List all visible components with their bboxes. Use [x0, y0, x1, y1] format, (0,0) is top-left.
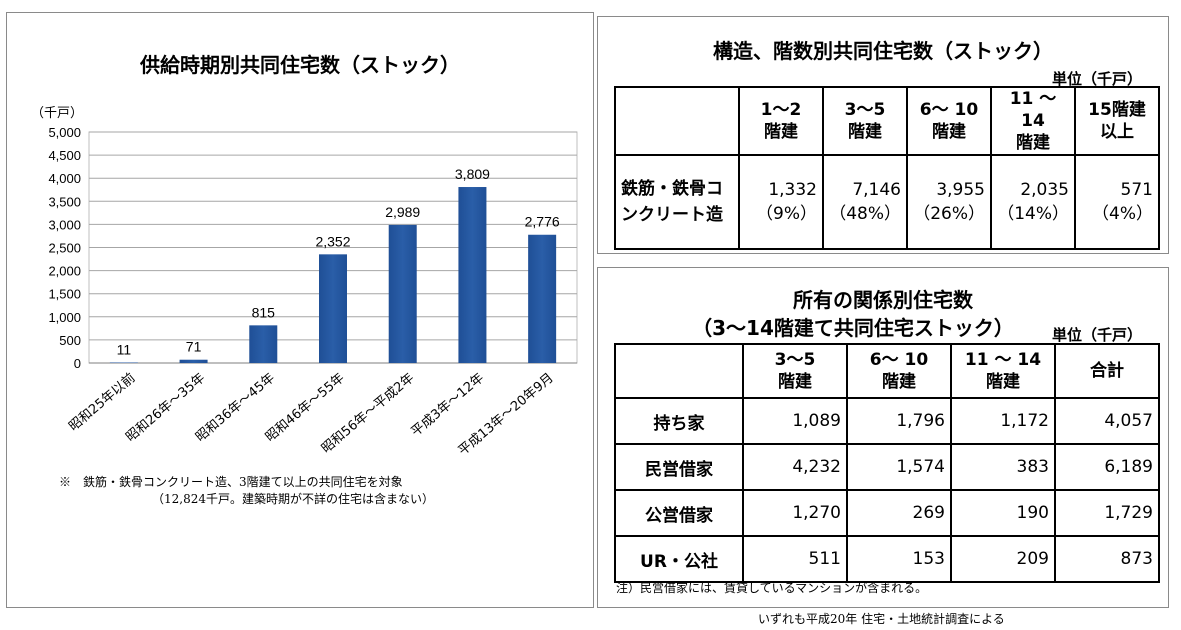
y-tick-label: 0 [74, 356, 81, 371]
data-label: 2,352 [315, 233, 350, 249]
ownership-cell: 6,189 [1054, 443, 1160, 491]
y-axis-label: （千戸） [31, 106, 83, 121]
ownership-row-ur: UR・公社 511 153 209 873 [614, 535, 1160, 583]
structure-header-1-2: 1～2 階建 [738, 86, 824, 156]
ownership-cell: 1,796 [846, 397, 952, 445]
bar [249, 325, 278, 363]
y-tick-label: 4,500 [48, 148, 81, 163]
ownership-cell: 1,729 [1054, 489, 1160, 537]
chart-note-line2: （12,824千戸。建築時期が不詳の住宅は含まない） [152, 492, 434, 506]
bar [319, 254, 347, 363]
structure-header-11-14: 11 ～ 14 階建 [990, 86, 1076, 156]
data-label: 11 [117, 341, 132, 357]
data-label: 3,809 [455, 166, 490, 182]
y-tick-label: 2,000 [48, 264, 81, 279]
structure-cell-6-10: 3,955 （26%） [906, 154, 992, 250]
bar-chart: 0 500 1,000 1,500 2,000 2,500 3,000 3,500 4,000 4… [31, 106, 578, 459]
x-tick-label: 昭和25年以前 [66, 370, 139, 435]
structure-cell-11-14: 2,035 （14%） [990, 154, 1076, 250]
y-tick-label: 1,500 [48, 287, 81, 302]
ownership-table-subtitle: （3～14階建て共同住宅ストック） [692, 316, 1014, 340]
y-tick-label: 4,000 [48, 171, 81, 186]
data-label: 815 [252, 304, 276, 320]
bar [388, 224, 417, 363]
chart-title: 供給時期別共同住宅数（ストック） [140, 53, 460, 77]
ownership-cell: 4,057 [1054, 397, 1160, 445]
structure-table-title: 構造、階数別共同住宅数（ストック） [713, 39, 1053, 63]
ownership-table-unit: 単位（千戸） [1051, 326, 1142, 344]
y-tick-label: 3,000 [48, 217, 81, 232]
ownership-header-6-10: 6～ 10 階建 [846, 343, 952, 399]
ownership-row-label: 持ち家 [614, 397, 744, 445]
structure-data-row: 鉄筋・鉄骨コ ンクリート造 1,332 （9%） 7,146 （48%） 3,955 （… [614, 154, 1160, 250]
structure-row-label: 鉄筋・鉄骨コ ンクリート造 [614, 154, 740, 250]
ownership-cell: 1,089 [742, 397, 848, 445]
structure-table: 1～2 階建 3～5 階建 6～ 10 階建 11 ～ 14 階建 15階建 以上 鉄筋・… [614, 86, 1160, 250]
structure-header-15plus: 15階建 以上 [1074, 86, 1160, 156]
ownership-cell: 4,232 [742, 443, 848, 491]
structure-cell-1-2: 1,332 （9%） [738, 154, 824, 250]
ownership-cell: 383 [950, 443, 1056, 491]
ownership-cell: 153 [846, 535, 952, 583]
chart-panel: 供給時期別共同住宅数（ストック） 0 500 1,000 1,500 2,000 2,50… [6, 12, 594, 608]
structure-corner-cell [614, 86, 740, 156]
ownership-table-note: 注）民営借家には、賃貸しているマンションが含まれる。 [616, 581, 928, 595]
structure-header-6-10: 6～ 10 階建 [906, 86, 992, 156]
bar [528, 234, 557, 363]
ownership-cell: 190 [950, 489, 1056, 537]
data-label: 71 [186, 339, 202, 355]
ownership-table-title: 所有の関係別住宅数 [793, 288, 973, 312]
ownership-cell: 511 [742, 535, 848, 583]
y-tick-label: 5,000 [48, 125, 81, 140]
ownership-table: 3～5 階建 6～ 10 階建 11 ～ 14 階建 合計 持ち家 1,089 1,7… [614, 343, 1160, 583]
ownership-cell: 269 [846, 489, 952, 537]
structure-cell-3-5: 7,146 （48%） [822, 154, 908, 250]
ownership-cell: 1,574 [846, 443, 952, 491]
bar [179, 359, 208, 363]
ownership-header-total: 合計 [1054, 343, 1160, 399]
ownership-row-label: 民営借家 [614, 443, 744, 491]
ownership-cell: 873 [1054, 535, 1160, 583]
y-tick-label: 500 [59, 333, 81, 348]
ownership-header-11-14: 11 ～ 14 階建 [950, 343, 1056, 399]
x-tick-label: 平成3年～12年 [409, 371, 487, 440]
bar [109, 362, 138, 363]
ownership-header-3-5: 3～5 階建 [742, 343, 848, 399]
chart-note-line1: ※ 鉄筋・鉄骨コンクリート造、3階建て以上の共同住宅を対象 [59, 475, 403, 489]
structure-header-3-5: 3～5 階建 [822, 86, 908, 156]
ownership-cell: 1,270 [742, 489, 848, 537]
ownership-header-row: 3～5 階建 6～ 10 階建 11 ～ 14 階建 合計 [614, 343, 1160, 399]
y-tick-label: 1,000 [48, 310, 81, 325]
y-tick-label: 2,500 [48, 241, 81, 256]
ownership-row-owned: 持ち家 1,089 1,796 1,172 4,057 [614, 397, 1160, 445]
data-label: 2,989 [385, 204, 420, 220]
ownership-corner-cell [614, 343, 744, 399]
structure-table-panel: 構造、階数別共同住宅数（ストック） 単位（千戸） 1～2 階建 3～5 階建 6～ … [597, 16, 1169, 254]
structure-cell-15plus: 571 （4%） [1074, 154, 1160, 250]
structure-header-row: 1～2 階建 3～5 階建 6～ 10 階建 11 ～ 14 階建 15階建 以上 [614, 86, 1160, 156]
ownership-row-public-rental: 公営借家 1,270 269 190 1,729 [614, 489, 1160, 537]
ownership-row-label: 公営借家 [614, 489, 744, 537]
ownership-table-panel: 所有の関係別住宅数 （3～14階建て共同住宅ストック） 単位（千戸） 3～5 階建… [597, 267, 1169, 608]
y-tick-label: 3,500 [48, 194, 81, 209]
bar [458, 187, 487, 363]
ownership-row-label: UR・公社 [614, 535, 744, 583]
data-label: 2,776 [525, 214, 560, 230]
ownership-cell: 209 [950, 535, 1056, 583]
ownership-cell: 1,172 [950, 397, 1056, 445]
ownership-row-private-rental: 民営借家 4,232 1,574 383 6,189 [614, 443, 1160, 491]
structure-table-unit: 単位（千戸） [1051, 70, 1142, 88]
source-note: いずれも平成20年 住宅・土地統計調査による [758, 612, 1005, 626]
